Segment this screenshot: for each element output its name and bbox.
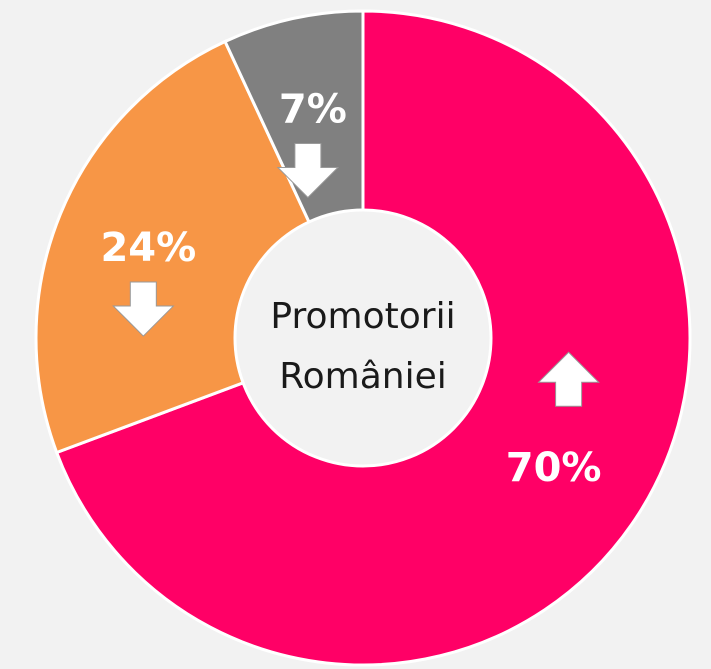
value-label: 70% bbox=[506, 445, 602, 491]
value-label: 7% bbox=[279, 86, 347, 132]
center-text: României bbox=[279, 356, 447, 397]
donut-hole bbox=[233, 208, 493, 468]
trend-arrow bbox=[537, 351, 600, 407]
value-label: 24% bbox=[100, 225, 196, 271]
trend-arrow bbox=[112, 281, 175, 337]
trend-arrow bbox=[276, 142, 340, 199]
center-text: Promotorii bbox=[270, 296, 455, 337]
